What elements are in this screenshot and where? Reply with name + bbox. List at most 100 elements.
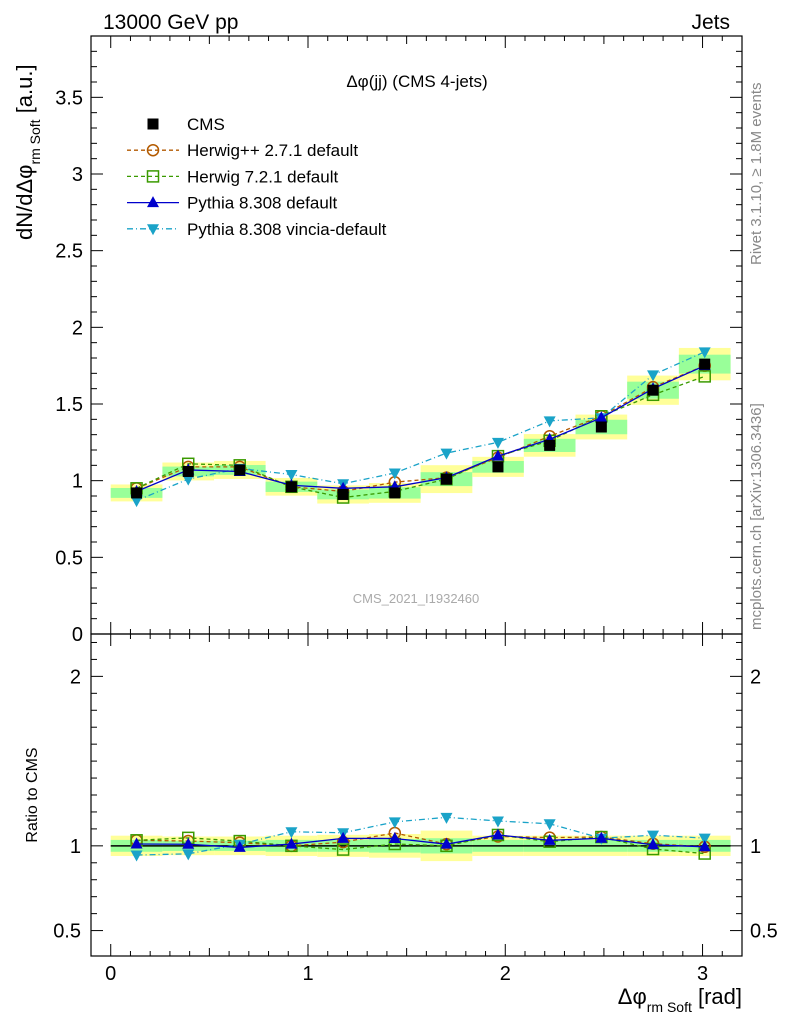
watermark: CMS_2021_I1932460 bbox=[353, 591, 480, 606]
y-tick-label: 2 bbox=[72, 317, 83, 339]
ratio-series bbox=[110, 812, 731, 862]
y-tick-label: 1 bbox=[72, 471, 83, 493]
y-tick-label: 3 bbox=[72, 164, 83, 186]
marker-open-circle bbox=[146, 143, 160, 157]
ratio-series-4 bbox=[130, 812, 711, 862]
ratio-frame bbox=[90, 633, 743, 957]
marker-triangle-down bbox=[130, 850, 143, 862]
x-tick-label: 2 bbox=[500, 963, 511, 985]
header-left: 13000 GeV pp bbox=[103, 11, 238, 34]
rivet-label: Rivet 3.1.10, ≥ 1.8M events bbox=[748, 83, 765, 266]
marker-triangle-down bbox=[182, 474, 195, 486]
marker-triangle-up bbox=[182, 837, 195, 849]
x-tick-label: 3 bbox=[697, 963, 708, 985]
ratio-y-tick-label-right: 2 bbox=[750, 666, 761, 688]
marker-square bbox=[131, 487, 143, 499]
marker-open-square bbox=[336, 843, 350, 856]
marker-triangle-down bbox=[388, 468, 401, 480]
marker-triangle-up bbox=[440, 837, 453, 849]
marker-triangle-down bbox=[182, 849, 195, 861]
marker-open-square bbox=[146, 170, 160, 183]
ratio-y-tick-label: 0.5 bbox=[53, 921, 81, 943]
marker-triangle-down bbox=[491, 816, 504, 828]
marker-triangle-down bbox=[388, 817, 401, 829]
series-0 bbox=[131, 358, 711, 500]
ratio-series-line bbox=[136, 816, 705, 856]
marker-triangle-down bbox=[698, 347, 711, 359]
ratio-series-line bbox=[136, 832, 705, 848]
legend: CMS Herwig++ 2.7.1 default Herwig 7.2.1 de… bbox=[127, 115, 387, 239]
marker-open-square bbox=[698, 370, 711, 383]
marker-triangle-up bbox=[647, 838, 660, 850]
marker-triangle-up bbox=[491, 828, 504, 840]
y-tick-label: 0 bbox=[72, 624, 83, 646]
ratio-panel: 0 1 2 3 0.5 0.5 1 1 2 2 bbox=[53, 633, 778, 985]
legend-label: Herwig++ 2.7.1 default bbox=[187, 141, 358, 160]
ratio-y-label: Ratio to CMS bbox=[24, 747, 41, 842]
marker-triangle-up bbox=[491, 449, 504, 461]
marker-square bbox=[182, 465, 194, 477]
marker-triangle-up bbox=[147, 196, 159, 208]
y-axis-label: dN/dΔφrm Soft [a.u.] bbox=[12, 64, 43, 240]
ratio-ticks: 0 1 2 3 0.5 0.5 1 1 2 2 bbox=[53, 634, 778, 985]
marker-triangle-down bbox=[147, 224, 159, 236]
x-tick-label: 1 bbox=[302, 963, 313, 985]
y-tick-label: 1.5 bbox=[55, 394, 83, 416]
marker-triangle-down bbox=[647, 370, 660, 382]
marker-triangle-up bbox=[595, 411, 608, 423]
ratio-y-tick-label: 1 bbox=[70, 836, 81, 858]
legend-label: Herwig 7.2.1 default bbox=[187, 167, 338, 186]
marker-square bbox=[699, 358, 711, 370]
chart-title: Δφ(jj) (CMS 4-jets) bbox=[346, 72, 487, 91]
marker-triangle-down bbox=[491, 437, 504, 449]
ratio-y-tick-label-right: 1 bbox=[750, 836, 761, 858]
main-ticks: 0 0.5 1 1.5 2 2.5 3 3.5 bbox=[55, 36, 743, 646]
marker-square bbox=[389, 487, 401, 499]
legend-label: Pythia 8.308 vincia-default bbox=[187, 220, 387, 239]
marker-square bbox=[285, 481, 297, 493]
y-tick-label: 2.5 bbox=[55, 241, 83, 263]
marker-triangle-up bbox=[130, 837, 143, 849]
marker-triangle-down bbox=[130, 496, 143, 508]
legend-label: Pythia 8.308 default bbox=[187, 194, 338, 213]
mcplots-label: mcplots.cern.ch [arXiv:1306.3436] bbox=[748, 403, 765, 630]
marker-triangle-down bbox=[543, 819, 556, 831]
marker-square bbox=[544, 439, 556, 451]
marker-triangle-down bbox=[647, 830, 660, 842]
marker-triangle-down bbox=[285, 827, 298, 839]
marker-triangle-up bbox=[337, 831, 350, 843]
x-tick-label: 0 bbox=[105, 963, 116, 985]
ratio-y-tick-label-right: 0.5 bbox=[750, 921, 778, 943]
marker-triangle-up bbox=[543, 833, 556, 845]
ratio-y-tick-label: 2 bbox=[70, 666, 81, 688]
series-line bbox=[136, 365, 705, 493]
marker-square bbox=[647, 384, 659, 396]
marker-triangle-up bbox=[233, 840, 246, 852]
header-right: Jets bbox=[691, 11, 730, 34]
y-tick-label: 3.5 bbox=[55, 87, 83, 109]
marker-square bbox=[337, 488, 349, 500]
legend-label: CMS bbox=[187, 115, 225, 134]
main-bands bbox=[110, 347, 731, 504]
main-series bbox=[130, 347, 711, 508]
marker-triangle-up bbox=[595, 831, 608, 843]
y-tick-label: 0.5 bbox=[55, 547, 83, 569]
series-line bbox=[136, 365, 705, 493]
marker-triangle-down bbox=[698, 833, 711, 845]
marker-square bbox=[492, 461, 504, 473]
ratio-series-line bbox=[136, 834, 705, 849]
x-axis-label: Δφrm Soft [rad] bbox=[618, 984, 742, 1015]
marker-square bbox=[440, 473, 452, 485]
ratio-series-3 bbox=[130, 828, 711, 852]
marker-square bbox=[595, 421, 607, 433]
marker-triangle-down bbox=[440, 448, 453, 460]
main-panel: 0 0.5 1 1.5 2 2.5 3 3.5 Δφ(jj) (CMS 4-jets) CMS… bbox=[55, 35, 743, 646]
marker-triangle-up bbox=[285, 837, 298, 849]
marker-square bbox=[234, 464, 246, 476]
marker-triangle-up bbox=[388, 831, 401, 843]
marker-triangle-down bbox=[440, 812, 453, 824]
marker-triangle-up bbox=[698, 840, 711, 852]
marker-triangle-down bbox=[543, 416, 556, 428]
marker-triangle-down bbox=[285, 470, 298, 482]
